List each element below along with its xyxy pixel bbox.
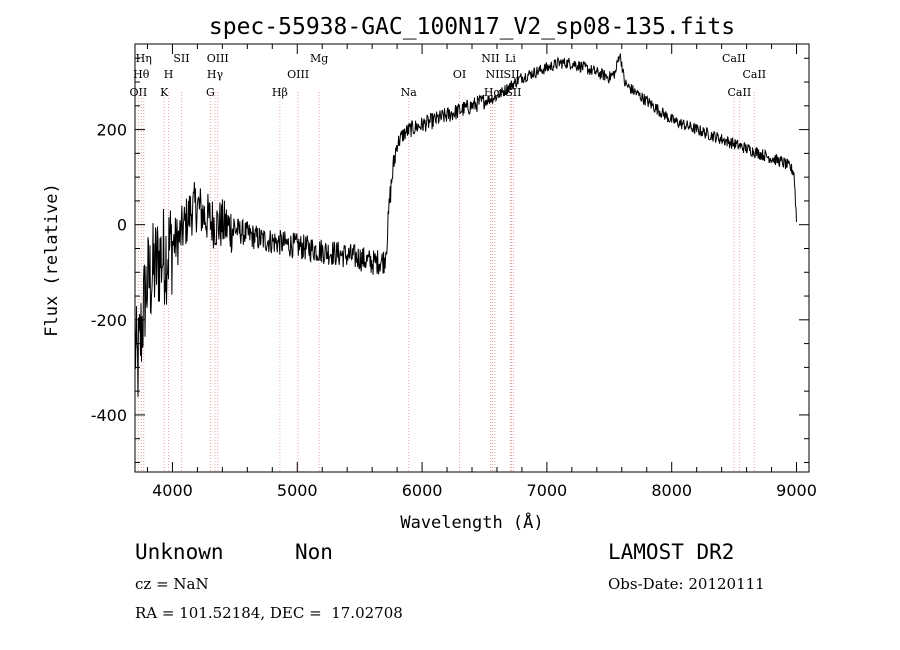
line-marker-label: H	[164, 68, 174, 81]
x-tick-label: 5000	[277, 481, 318, 500]
redshift-text: cz = NaN	[135, 575, 209, 593]
spectrum-line	[134, 53, 797, 397]
spectral-subclass: Non	[295, 540, 333, 564]
y-tick-label: 200	[96, 121, 127, 140]
coordinates-text: RA = 101.52184, DEC = 17.02708	[135, 604, 403, 622]
line-marker-label: OIII	[287, 68, 309, 81]
line-marker-label: Hβ	[272, 86, 288, 99]
line-marker-label: OII	[130, 86, 148, 99]
line-marker-label: Hη	[136, 52, 152, 65]
y-tick-label: -400	[91, 406, 127, 425]
line-marker-label: Hγ	[207, 68, 224, 81]
plot-frame	[134, 43, 810, 473]
line-marker-label: NII	[486, 68, 504, 81]
x-tick-label: 9000	[776, 481, 817, 500]
x-axis-label: Wavelength (Å)	[400, 511, 543, 533]
spectral-class: Unknown	[135, 540, 224, 564]
line-marker-label: G	[206, 86, 215, 99]
line-marker-label: SII	[173, 52, 189, 65]
x-tick-label: 4000	[152, 481, 193, 500]
line-marker-label: Na	[401, 86, 418, 99]
y-axis-label: Flux (relative)	[42, 183, 62, 337]
chart-title: spec-55938-GAC_100N17_V2_sp08-135.fits	[209, 14, 735, 40]
line-marker-label: OIII	[207, 52, 229, 65]
x-tick-label: 6000	[402, 481, 443, 500]
line-marker-label: K	[160, 86, 169, 99]
x-tick-label: 8000	[651, 481, 692, 500]
survey-name: LAMOST DR2	[608, 540, 735, 564]
y-tick-label: -200	[91, 311, 127, 330]
line-marker-label: OI	[453, 68, 466, 81]
obs-date-text: Obs-Date: 20120111	[608, 575, 765, 593]
line-marker-label: CaII	[722, 52, 746, 65]
x-tick-label: 7000	[527, 481, 568, 500]
line-marker-label: Li	[505, 52, 516, 65]
line-marker-label: Mg	[310, 52, 328, 65]
line-marker-label: CaII	[742, 68, 766, 81]
y-tick-label: 0	[117, 216, 127, 235]
line-marker-label: SII	[503, 68, 519, 81]
line-marker-label: Hθ	[133, 68, 150, 81]
line-marker-label: CaII	[728, 86, 752, 99]
line-marker-label: NII	[481, 52, 499, 65]
